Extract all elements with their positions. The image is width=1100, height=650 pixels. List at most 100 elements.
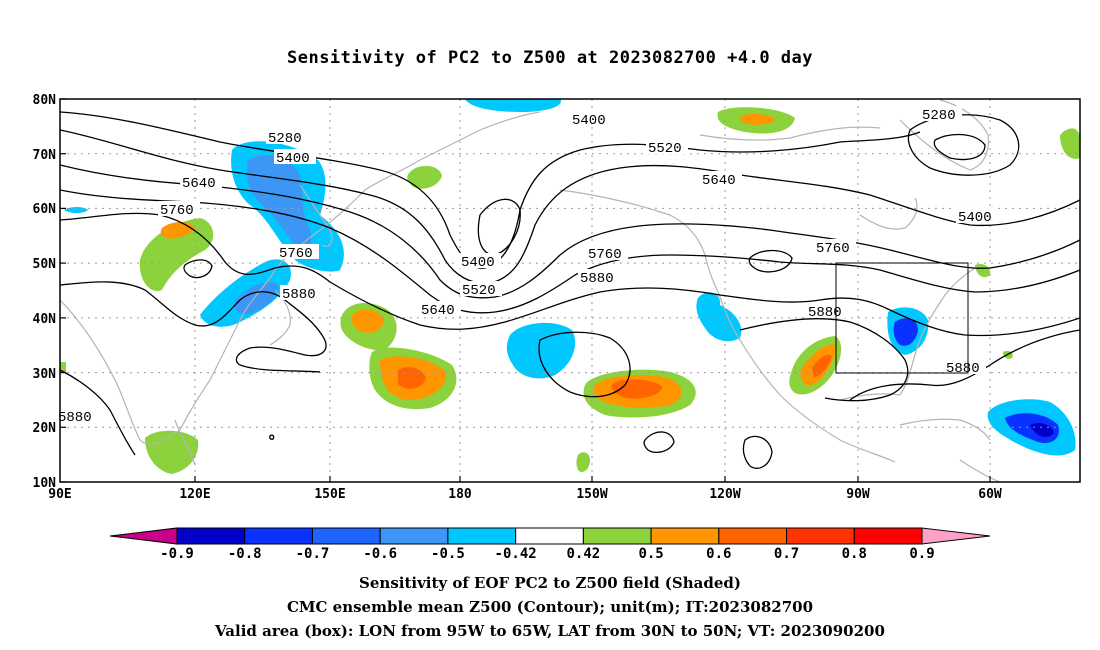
colorbar-box xyxy=(244,527,313,545)
colorbar-label: -0.42 xyxy=(495,546,537,562)
svg-text:5880: 5880 xyxy=(946,361,980,377)
shade-pos-arctic-canada-core xyxy=(740,113,776,125)
svg-text:5760: 5760 xyxy=(279,246,313,262)
shade-pos-west-edge xyxy=(60,362,66,372)
colorbar: -0.9 -0.8 -0.7 -0.6 -0.5 -0.42 0.42 0.5 0.6 0.7 0.… xyxy=(109,527,991,562)
map-title: Sensitivity of PC2 to Z500 at 2023082700… xyxy=(286,48,813,68)
coast-alaska xyxy=(559,189,719,293)
contour-label: 5520 xyxy=(460,281,502,299)
coast-south-america xyxy=(959,459,1001,482)
sensitivity-shading xyxy=(60,99,1080,474)
lon-label: 120W xyxy=(709,487,740,502)
shade-pos-west-asia xyxy=(139,218,214,291)
shade-neg-north xyxy=(465,99,561,112)
coast-west-america xyxy=(717,291,896,463)
contour-line xyxy=(60,281,327,373)
contour-label: 5520 xyxy=(646,139,688,157)
contour-label: 5640 xyxy=(419,301,461,319)
colorbar-label: 0.42 xyxy=(567,546,601,562)
contour-label: 5880 xyxy=(58,408,96,426)
contour-line xyxy=(933,133,986,161)
contour-line xyxy=(538,331,631,398)
shade-neg-central-pacific xyxy=(506,322,576,379)
contour-line xyxy=(849,329,1080,401)
colorbar-label: 0.9 xyxy=(909,546,934,562)
shade-neg-atlantic-core2 xyxy=(1030,422,1054,437)
contour-label: 5280 xyxy=(266,129,308,147)
contour-label: 5400 xyxy=(956,208,998,226)
z500-contours xyxy=(60,111,1080,469)
contour-line xyxy=(748,249,793,273)
svg-text:5400: 5400 xyxy=(572,113,606,129)
coast-gulf xyxy=(839,264,981,401)
coast-hudson xyxy=(859,197,918,230)
lon-label: 150W xyxy=(576,487,607,502)
svg-text:5280: 5280 xyxy=(268,131,302,147)
lon-label: 60W xyxy=(978,487,1002,502)
lat-label: 30N xyxy=(33,367,57,382)
svg-text:5880: 5880 xyxy=(580,271,614,287)
shade-pos-west-asia-core xyxy=(160,222,195,239)
shade-pos-hawaii-south xyxy=(576,452,590,472)
lat-label: 80N xyxy=(33,93,57,108)
contour-line xyxy=(907,114,1020,176)
colorbar-box xyxy=(650,527,720,545)
caption-line-3: Valid area (box): LON from 95W to 65W, L… xyxy=(215,622,885,640)
lon-label: 90W xyxy=(846,487,870,502)
lon-label: 180 xyxy=(448,487,472,502)
colorbar-label: 0.8 xyxy=(842,546,867,562)
shade-pos-east-1 xyxy=(975,264,991,278)
svg-text:5880: 5880 xyxy=(58,410,92,426)
svg-text:5760: 5760 xyxy=(160,203,194,219)
colorbar-box xyxy=(718,527,788,545)
contour-label: 5880 xyxy=(280,285,322,303)
contour-line xyxy=(60,164,1080,299)
map-frame xyxy=(59,98,1081,483)
svg-text:5640: 5640 xyxy=(182,176,216,192)
contour-line xyxy=(60,369,136,456)
svg-text:5640: 5640 xyxy=(421,303,455,319)
tick-marks xyxy=(60,98,991,483)
colorbar-label: -0.6 xyxy=(363,546,397,562)
contour-line xyxy=(60,189,1080,314)
shade-pos-kuril-core xyxy=(351,309,384,333)
lat-label: 40N xyxy=(33,312,57,327)
contour-line xyxy=(60,212,1080,337)
svg-text:5400: 5400 xyxy=(276,151,310,167)
contour-line xyxy=(183,259,213,279)
contour-line xyxy=(60,111,921,269)
contour-label: 5760 xyxy=(586,245,628,263)
contour-line xyxy=(60,129,1080,284)
colorbar-label: 0.6 xyxy=(706,546,731,562)
latitude-labels: 80N 70N 60N 50N 40N 30N 20N 10N xyxy=(33,93,57,491)
colorbar-box xyxy=(515,527,584,545)
colorbar-label: 0.5 xyxy=(638,546,663,562)
contour-label: 5760 xyxy=(277,244,319,262)
lat-label: 60N xyxy=(33,202,57,217)
shade-neg-california xyxy=(696,292,742,342)
colorbar-box xyxy=(311,527,381,545)
coastlines xyxy=(60,99,1001,482)
colorbar-box xyxy=(379,527,449,545)
contour-label: 5880 xyxy=(944,359,986,377)
svg-text:5520: 5520 xyxy=(462,283,496,299)
colorbar-label: -0.7 xyxy=(296,546,330,562)
colorbar-label: -0.9 xyxy=(160,546,194,562)
svg-text:5520: 5520 xyxy=(648,141,682,157)
shade-pos-greenland xyxy=(1060,128,1080,159)
colorbar-boxes xyxy=(176,527,923,545)
colorbar-box xyxy=(447,527,517,545)
contour-label: 5760 xyxy=(814,239,856,257)
colorbar-label: -0.5 xyxy=(431,546,465,562)
contour-label: 5400 xyxy=(274,149,316,167)
contour-label: 5880 xyxy=(578,269,620,287)
contour-label: 5640 xyxy=(700,171,742,189)
contour-label: 5280 xyxy=(920,106,962,124)
caption-line-1: Sensitivity of EOF PC2 to Z500 field (Sh… xyxy=(359,574,741,592)
colorbar-box xyxy=(853,527,923,545)
svg-text:5400: 5400 xyxy=(958,210,992,226)
graticule xyxy=(60,99,1080,482)
contour-line xyxy=(643,431,675,453)
lat-label: 50N xyxy=(33,257,57,272)
